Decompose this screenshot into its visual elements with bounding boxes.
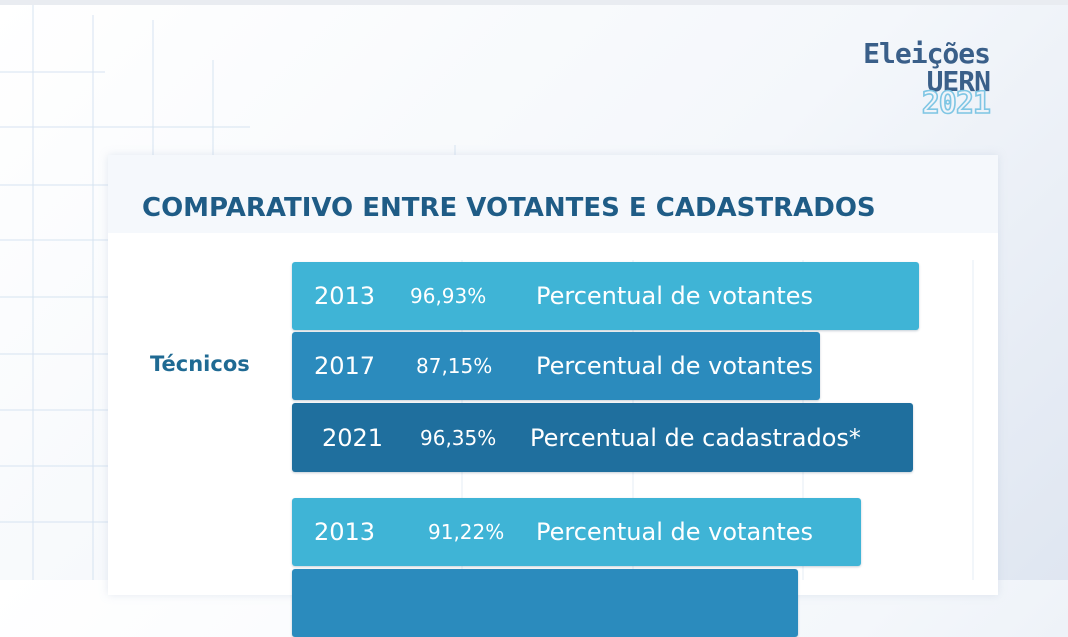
bar-year-label: 2017 [314,352,376,380]
bar-1-2013: 2013 96,93% Percentual de votantes [292,262,919,330]
bar-description-label: Percentual de votantes [536,282,814,310]
bar-value-label: 87,15% [416,354,493,378]
group-label-tecnicos: Técnicos [150,352,250,376]
logo-line-3: 2021 [921,86,992,121]
bar-2-2013: 2013 91,22% Percentual de votantes [292,498,862,566]
bar-value-label: 91,22% [428,520,505,544]
bar-year-label: 2021 [322,423,384,452]
logo-line-2: UERN [926,65,991,98]
logo-line-1: Eleições [863,37,991,70]
chart-title: COMPARATIVO ENTRE VOTANTES E CADASTRADOS [142,193,876,223]
background-grid [0,5,456,580]
bar-year-label: 2013 [314,282,376,310]
bar-description-label: Percentual de votantes [536,518,814,546]
eleicoes-uern-logo: Eleições UERN 2021 [863,37,992,121]
bar-1-2017: 2017 87,15% Percentual de votantes [292,332,821,400]
bar-year-label: 2013 [314,518,376,546]
bar-2-2 [292,569,799,637]
top-band [0,0,1068,5]
bar-1-2021: 2021 96,35% Percentual de cadastrados* [292,403,914,472]
bar-value-label: 96,93% [410,284,487,308]
card-header: COMPARATIVO ENTRE VOTANTES E CADASTRADOS [108,155,998,233]
bar-description-label: Percentual de votantes [536,352,814,380]
bar-value-label: 96,35% [420,425,497,450]
bar-description-label: Percentual de cadastrados* [530,423,861,452]
